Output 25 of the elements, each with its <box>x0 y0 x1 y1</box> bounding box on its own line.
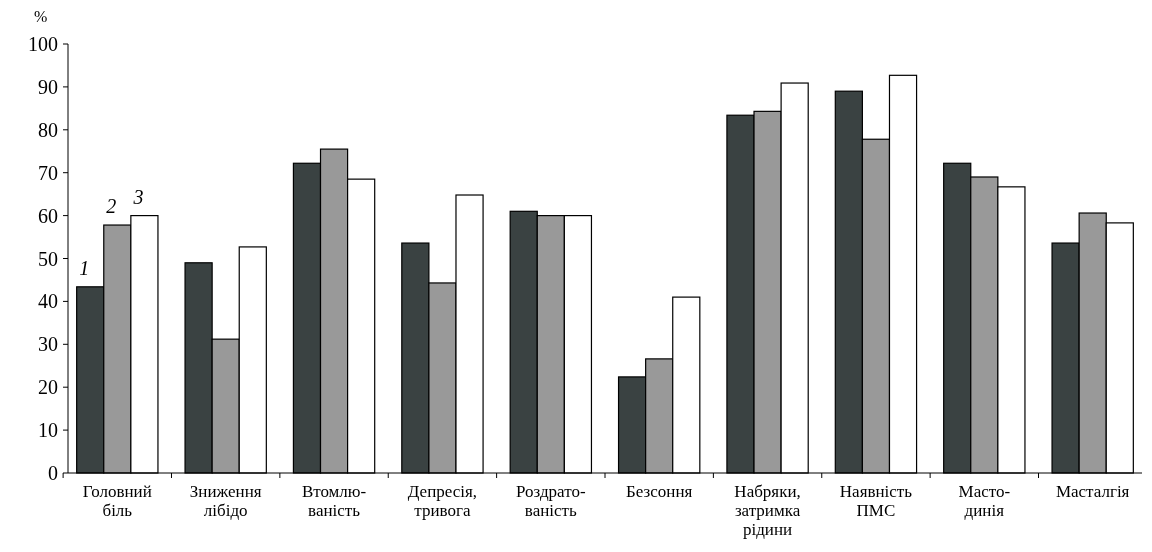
y-tick-label: 60 <box>38 204 58 227</box>
y-tick-label: 100 <box>28 33 58 55</box>
x-tick-label: Втомлю- ваність <box>301 482 367 520</box>
x-tick-label: Зниження лібідо <box>189 482 262 520</box>
x-tick-label: Депресія, тривога <box>407 482 478 520</box>
y-tick-label: 70 <box>38 161 58 184</box>
x-tick-label: Головний біль <box>82 482 152 520</box>
y-tick-label: 40 <box>38 290 58 313</box>
y-tick-label: 90 <box>38 75 58 98</box>
series-label: 1 <box>79 256 90 279</box>
y-tick-label: 50 <box>38 247 58 270</box>
series-label: 2 <box>106 195 117 218</box>
y-tick-label: 80 <box>38 118 58 141</box>
x-tick-label: Наявність ПМС <box>839 482 913 520</box>
x-tick-label: Масто- динія <box>958 482 1011 520</box>
y-tick-label: 20 <box>38 376 58 399</box>
x-tick-label: Роздрато- ваність <box>516 482 586 520</box>
series-label: 3 <box>132 185 144 208</box>
y-tick-label: 10 <box>38 419 58 442</box>
x-tick-label: Масталгія <box>1055 482 1130 501</box>
y-tick-label: 30 <box>38 333 58 356</box>
x-tick-label: Набряки, затримка рідини <box>734 482 801 539</box>
y-axis-title: % <box>34 8 48 25</box>
x-tick-label: Безсоння <box>626 482 693 501</box>
y-tick-label: 0 <box>48 462 58 484</box>
